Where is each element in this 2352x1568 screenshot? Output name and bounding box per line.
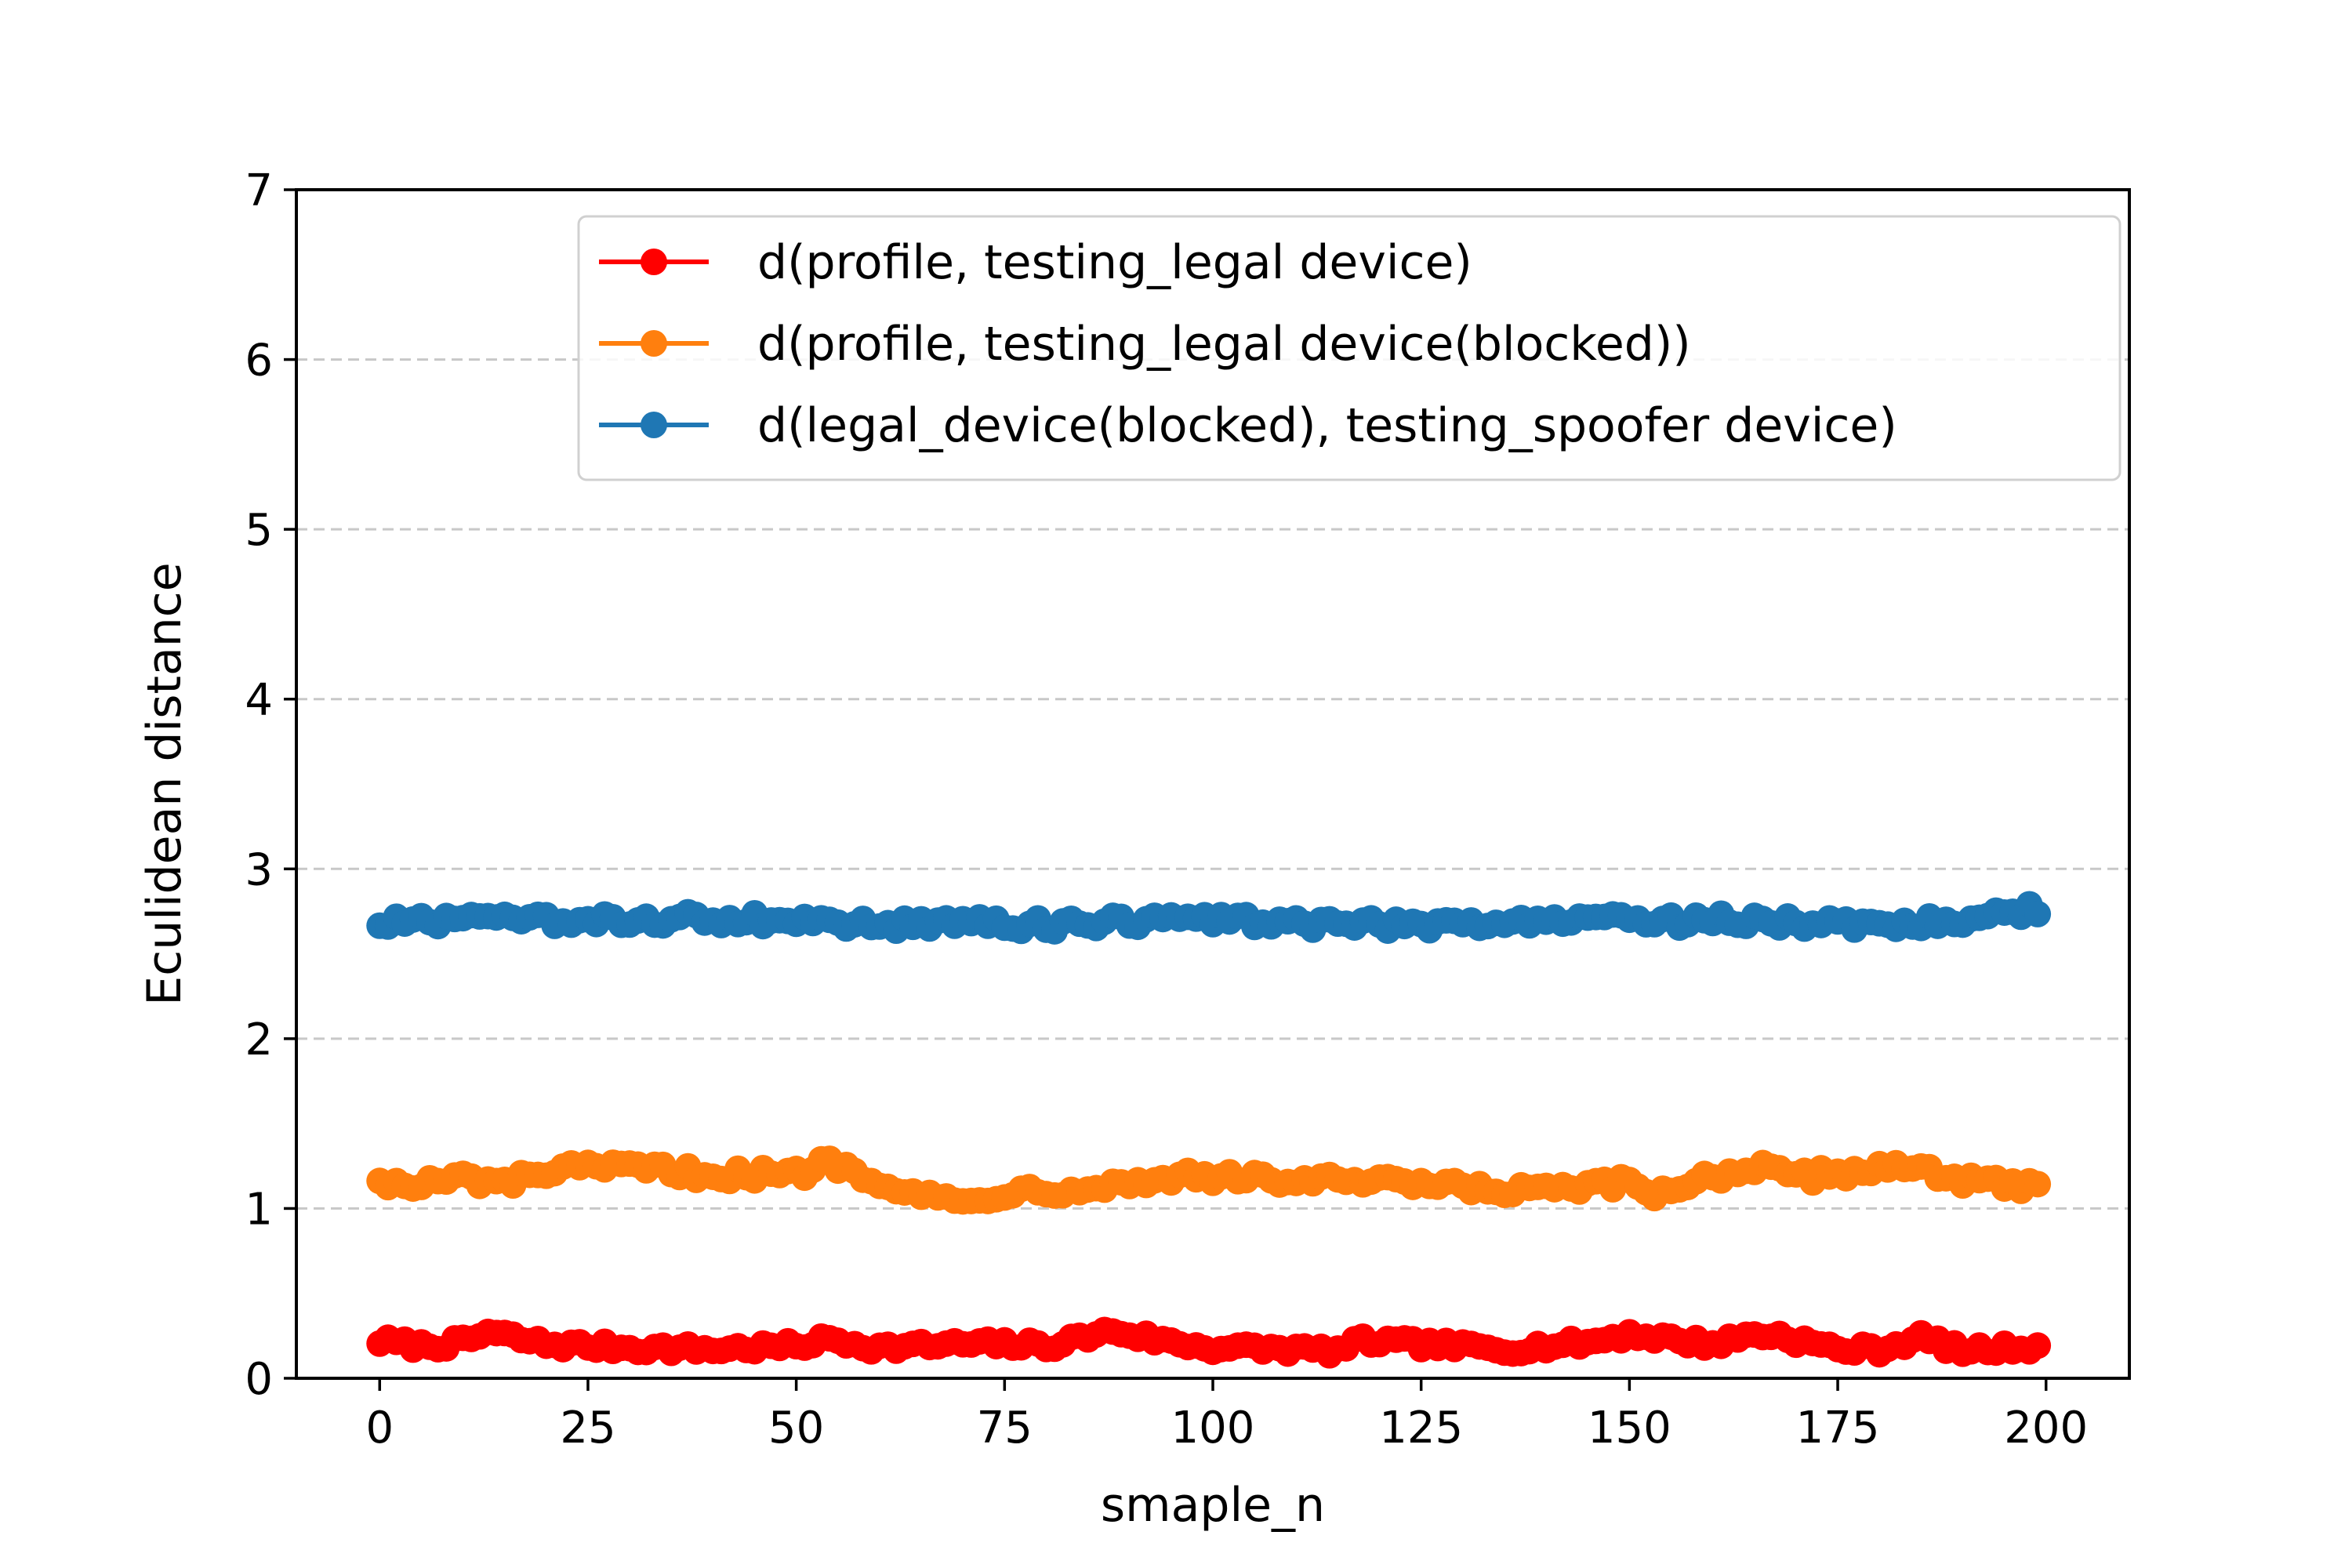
data-point (2024, 1332, 2052, 1359)
data-point (2024, 900, 2052, 927)
x-tick-label: 0 (365, 1403, 394, 1454)
legend: d(profile, testing_legal device) d(profil… (577, 215, 2122, 481)
y-tick-label: 1 (245, 1184, 273, 1235)
x-tick-label: 75 (977, 1403, 1033, 1454)
y-tick-label: 2 (245, 1014, 273, 1065)
legend-item: d(legal_device(blocked), testing_spoofer… (599, 398, 1897, 453)
legend-box (577, 215, 2122, 481)
y-axis-ticks: 0 1 2 3 4 5 6 7 (245, 165, 296, 1405)
legend-marker (641, 412, 667, 438)
legend-label: d(profile, testing_legal device(blocked)… (757, 317, 1691, 372)
y-axis-title: Eculidean distance (137, 562, 192, 1005)
series-1 (366, 1145, 2052, 1215)
x-tick-label: 125 (1379, 1403, 1463, 1454)
x-axis-ticks: 0 25 50 75 100 125 150 175 200 (365, 1378, 2088, 1454)
x-tick-label: 100 (1171, 1403, 1255, 1454)
legend-marker (641, 249, 667, 275)
series-0 (366, 1316, 2052, 1369)
legend-label: d(profile, testing_legal device) (757, 235, 1472, 290)
legend-item: d(profile, testing_legal device(blocked)… (599, 317, 1691, 372)
x-axis-title: smaple_n (1101, 1478, 1325, 1533)
y-tick-label: 3 (245, 844, 273, 895)
legend-item: d(profile, testing_legal device) (599, 235, 1472, 290)
x-tick-label: 200 (2004, 1403, 2088, 1454)
x-tick-label: 175 (1796, 1403, 1880, 1454)
grid-lines (296, 358, 2129, 1210)
data-point (2024, 1171, 2052, 1198)
legend-label: d(legal_device(blocked), testing_spoofer… (757, 398, 1897, 453)
y-tick-label: 4 (245, 675, 273, 726)
series-2 (366, 891, 2052, 945)
y-tick-label: 5 (245, 505, 273, 556)
x-tick-label: 150 (1588, 1403, 1671, 1454)
legend-marker (641, 330, 667, 357)
x-tick-label: 25 (560, 1403, 615, 1454)
series-layer (366, 891, 2052, 1369)
y-tick-label: 6 (245, 336, 273, 387)
y-tick-label: 7 (245, 165, 273, 216)
x-tick-label: 50 (768, 1403, 824, 1454)
y-tick-label: 0 (245, 1354, 273, 1405)
